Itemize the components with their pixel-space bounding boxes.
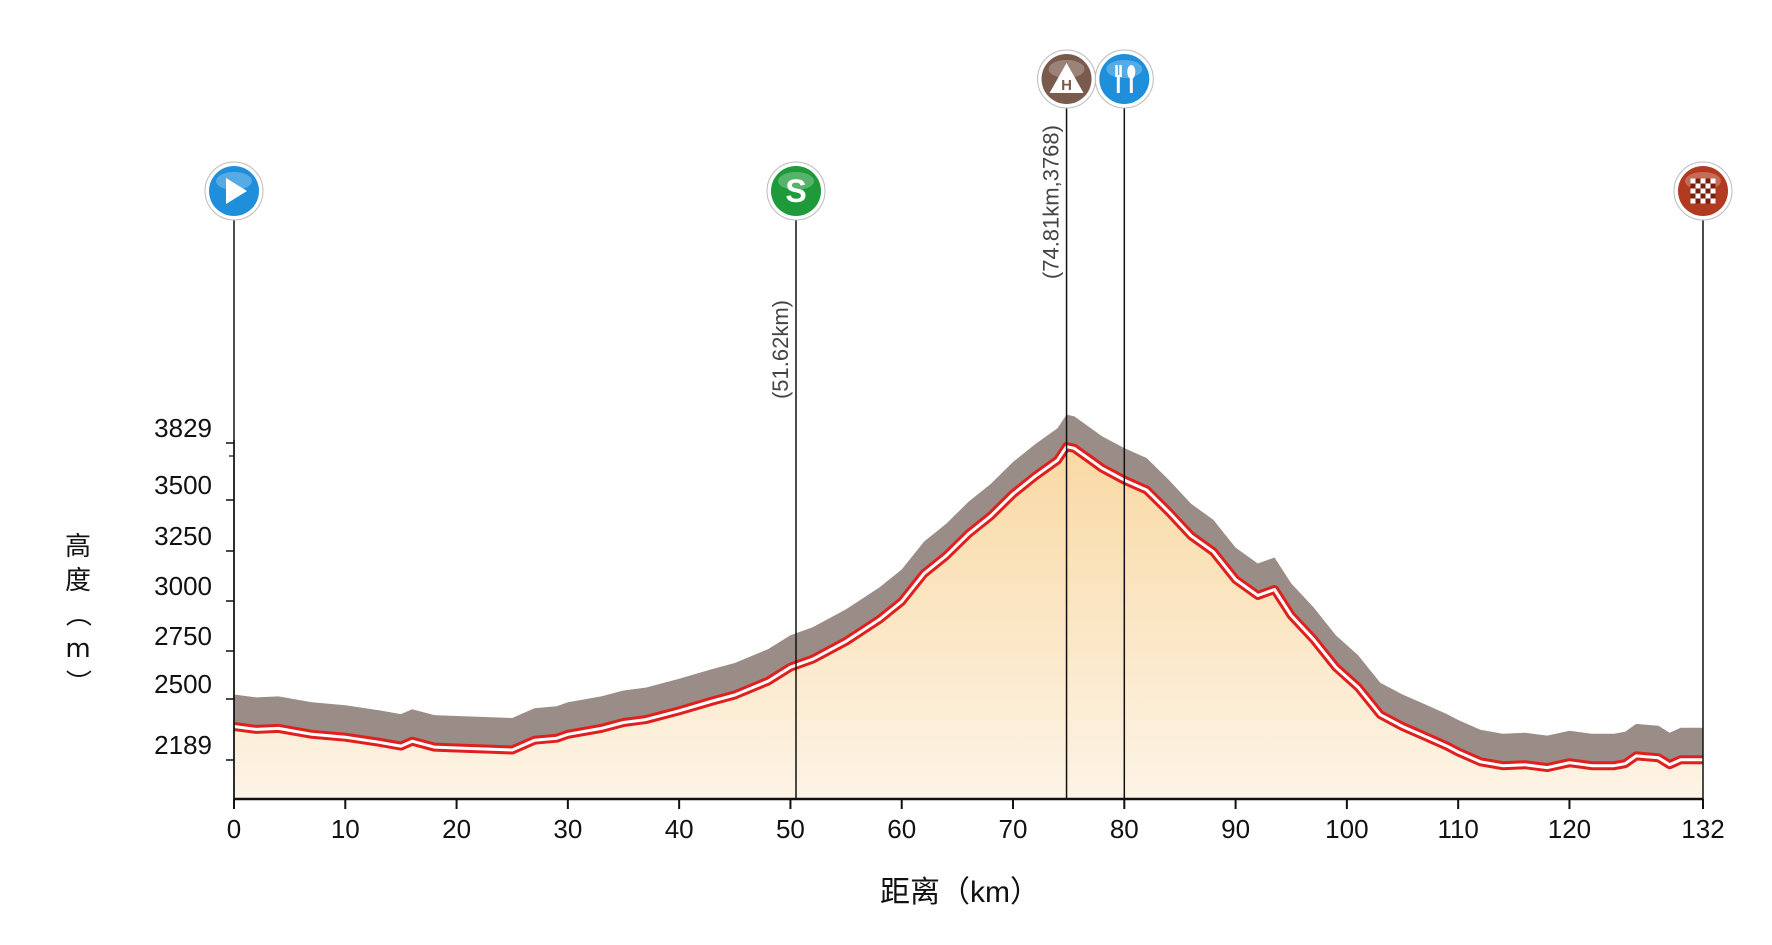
x-tick-label: 10 [331,814,360,844]
x-axis-ticks: 0 10 20 30 40 50 60 70 80 90 100 110 120 132 [227,799,1725,844]
finish-flag-icon [1673,161,1733,221]
x-tick-label: 70 [999,814,1028,844]
x-tick-label: 120 [1548,814,1591,844]
y-tick-label: 3829 [154,413,212,443]
x-tick-label: 132 [1681,814,1724,844]
y-tick-label: 3250 [154,521,212,551]
svg-text:H: H [1061,77,1072,94]
route-marker [1673,161,1733,799]
y-axis-title-char: ） [62,669,92,695]
x-tick-label: 0 [227,814,241,844]
start-play-icon [204,161,264,221]
x-tick-label: 90 [1221,814,1250,844]
x-axis-title: 距离（km） [880,876,1040,909]
route-marker [1094,49,1154,799]
y-tick-label: 2750 [154,621,212,651]
route-marker [204,161,264,799]
x-tick-label: 60 [887,814,916,844]
x-tick-label: 20 [442,814,471,844]
marker-label: (51.62km) [768,300,793,399]
y-axis-title-char: 高 [65,532,91,562]
x-tick-label: 110 [1437,814,1478,844]
plot-area [233,414,1703,799]
y-axis-title-char: （ [62,601,92,627]
y-axis-ticks: 2189 2500 2750 3000 3250 3500 3829 [154,413,234,761]
x-tick-label: 30 [553,814,582,844]
y-axis-title: 高度 （ m ） [62,532,92,695]
y-axis-title-char: 度 [65,566,91,596]
sprint-s-icon: S [766,161,826,221]
terrain-shadow-band [234,414,1703,768]
y-tick-label: 2500 [154,669,212,699]
marker-label: (74.81km,3768) [1039,125,1064,279]
feed-zone-icon [1094,49,1154,109]
y-tick-label: 2189 [154,730,212,760]
y-axis-title-char: m [65,634,90,664]
svg-text:S: S [785,173,806,209]
y-tick-label: 3500 [154,470,212,500]
route-marker: S (51.62km) [766,161,826,799]
route-markers: S (51.62km) H (74.81km,3768) [204,49,1733,799]
elevation-fill-area [234,446,1703,799]
x-tick-label: 50 [776,814,805,844]
x-tick-label: 100 [1325,814,1368,844]
x-tick-label: 40 [665,814,694,844]
summit-h-icon: H [1037,49,1097,109]
route-marker: H (74.81km,3768) [1037,49,1097,799]
x-tick-label: 80 [1110,814,1139,844]
y-tick-label: 3000 [154,571,212,601]
